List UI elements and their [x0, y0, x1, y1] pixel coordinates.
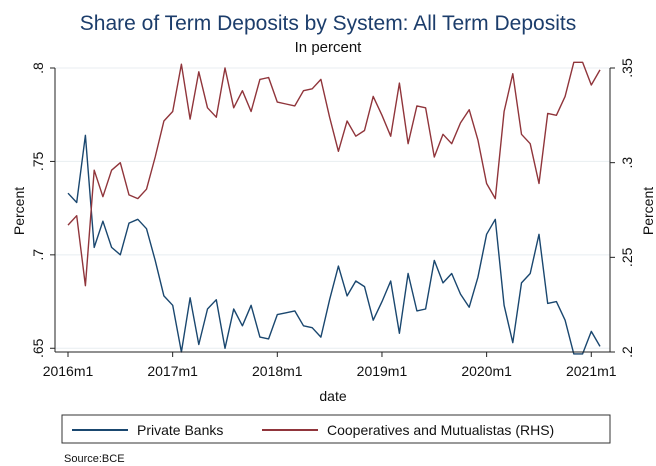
x-tick-label: 2016m1 [43, 363, 94, 379]
y-left-tick-label: .8 [30, 62, 46, 74]
y-left-axis-title: Percent [11, 187, 27, 235]
series-line-cooperatives [67, 61, 601, 287]
legend: Private Banks Cooperatives and Mutualist… [61, 414, 611, 444]
x-tick-label: 2018m1 [252, 363, 303, 379]
series-lines [67, 61, 601, 355]
source-note: Source:BCE [64, 453, 125, 465]
y-left-tick-label: .65 [30, 338, 46, 358]
x-tick-label: 2020m1 [461, 363, 512, 379]
x-tick-label: 2021m1 [566, 363, 617, 379]
x-axis-title: date [319, 388, 346, 404]
y-right-tick-label: .2 [619, 346, 635, 358]
chart-title: Share of Term Deposits by System: All Te… [80, 12, 576, 35]
axis-ticks: .65 .7 .75 .8 .2 .25 .3 .35 2016m1 2017m1 2018m1 20… [30, 58, 635, 379]
y-left-tick-label: .75 [30, 151, 46, 171]
y-right-axis-title: Percent [640, 187, 656, 235]
y-right-tick-label: .35 [619, 58, 635, 78]
legend-box [61, 414, 611, 444]
x-tick-label: 2017m1 [147, 363, 198, 379]
y-right-tick-label: .25 [619, 247, 635, 267]
axes [54, 68, 611, 353]
grid-lines [55, 67, 610, 349]
y-right-tick-label: .3 [619, 157, 635, 169]
chart-subtitle: In percent [295, 39, 363, 56]
legend-label-cooperatives: Cooperatives and Mutualistas (RHS) [327, 422, 554, 438]
y-left-tick-label: .7 [30, 249, 46, 261]
series-line-private-banks [67, 134, 601, 355]
legend-label-private-banks: Private Banks [137, 422, 223, 438]
x-tick-label: 2019m1 [357, 363, 408, 379]
